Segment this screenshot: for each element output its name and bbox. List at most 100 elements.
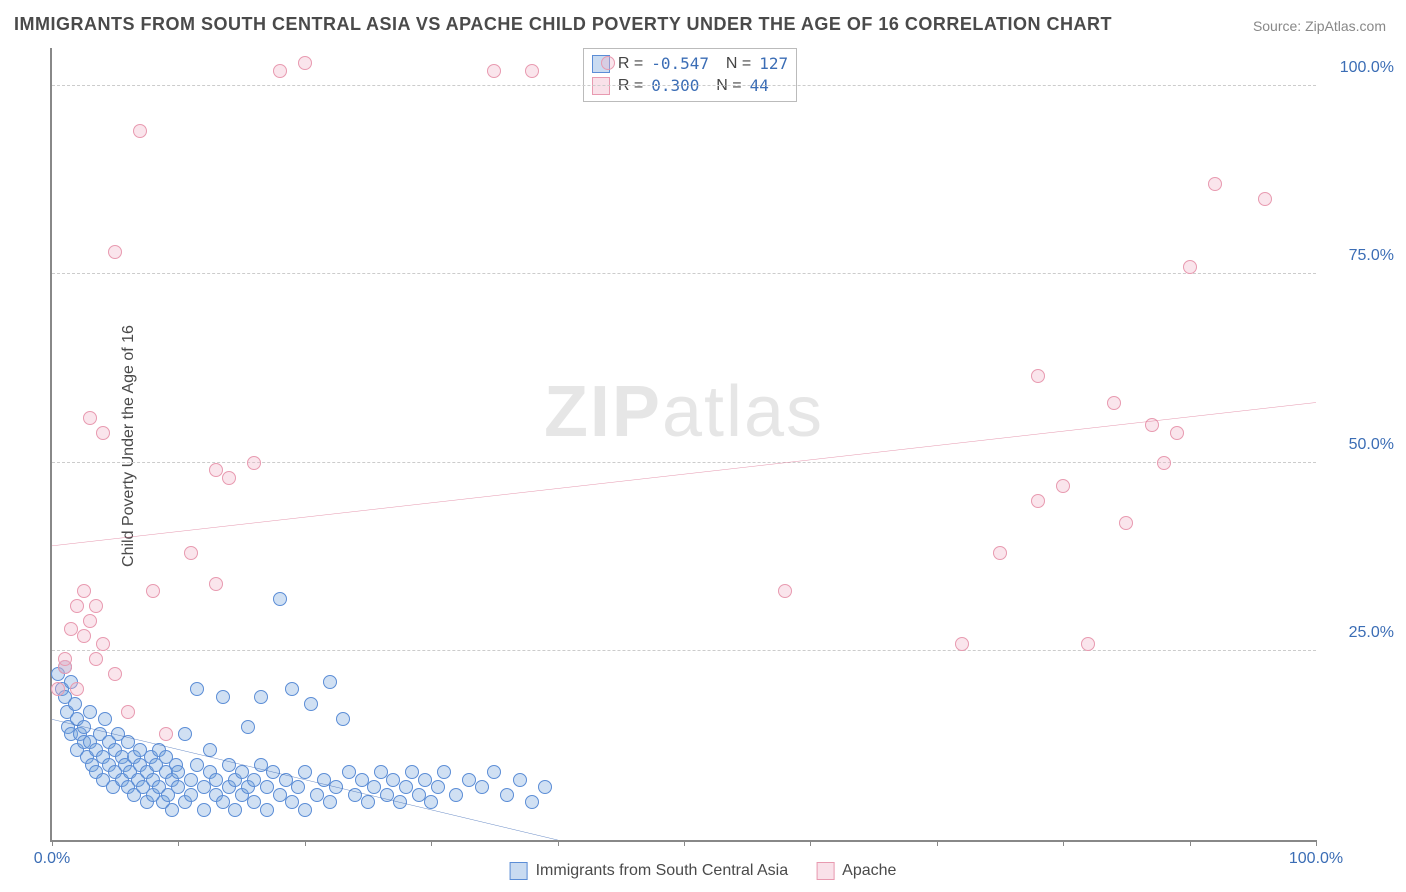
stat-r-val-1: -0.547 — [651, 53, 709, 75]
chart-title: IMMIGRANTS FROM SOUTH CENTRAL ASIA VS AP… — [14, 14, 1112, 35]
point-series-1 — [77, 720, 91, 734]
y-tick-label: 100.0% — [1340, 59, 1394, 77]
point-series-2 — [1183, 260, 1197, 274]
point-series-1 — [165, 803, 179, 817]
point-series-1 — [424, 795, 438, 809]
source-label: Source: ZipAtlas.com — [1253, 18, 1386, 34]
trend-lines-svg — [52, 48, 1316, 840]
plot-area: ZIPatlas R = -0.547 N = 127 R = 0.300 N … — [50, 48, 1316, 842]
point-series-1 — [178, 727, 192, 741]
x-tick — [1316, 840, 1317, 846]
legend-swatch-pink — [592, 77, 610, 95]
bottom-legend-item-2: Apache — [816, 862, 896, 880]
stat-n-label-1: N = — [717, 53, 751, 75]
x-tick-label: 100.0% — [1289, 850, 1343, 868]
stat-n-label-2: N = — [707, 75, 741, 97]
point-series-1 — [431, 780, 445, 794]
point-series-2 — [487, 64, 501, 78]
point-series-2 — [1170, 426, 1184, 440]
watermark-bold: ZIP — [544, 372, 662, 452]
point-series-1 — [190, 682, 204, 696]
point-series-2 — [1031, 369, 1045, 383]
gridline-h — [52, 85, 1316, 86]
legend-stats-box: R = -0.547 N = 127 R = 0.300 N = 44 — [583, 48, 797, 102]
point-series-2 — [96, 637, 110, 651]
x-tick-label: 0.0% — [34, 850, 70, 868]
point-series-2 — [955, 637, 969, 651]
point-series-2 — [1258, 192, 1272, 206]
point-series-1 — [437, 765, 451, 779]
chart-container: IMMIGRANTS FROM SOUTH CENTRAL ASIA VS AP… — [0, 0, 1406, 892]
x-tick — [1063, 840, 1064, 846]
point-series-1 — [393, 795, 407, 809]
x-tick — [937, 840, 938, 846]
point-series-2 — [83, 411, 97, 425]
y-tick-label: 75.0% — [1349, 247, 1394, 265]
point-series-1 — [68, 697, 82, 711]
point-series-2 — [1119, 516, 1133, 530]
point-series-2 — [89, 599, 103, 613]
point-series-1 — [273, 592, 287, 606]
bottom-swatch-pink — [816, 862, 834, 880]
x-tick — [178, 840, 179, 846]
point-series-1 — [203, 743, 217, 757]
point-series-2 — [184, 546, 198, 560]
point-series-1 — [285, 682, 299, 696]
point-series-1 — [361, 795, 375, 809]
point-series-1 — [98, 712, 112, 726]
point-series-2 — [121, 705, 135, 719]
point-series-2 — [247, 456, 261, 470]
bottom-legend-label-1: Immigrants from South Central Asia — [536, 862, 789, 880]
stat-r-label-1: R = — [618, 53, 643, 75]
gridline-h — [52, 462, 1316, 463]
bottom-legend: Immigrants from South Central Asia Apach… — [510, 862, 897, 880]
bottom-legend-label-2: Apache — [842, 862, 896, 880]
point-series-2 — [993, 546, 1007, 560]
point-series-1 — [83, 705, 97, 719]
point-series-1 — [513, 773, 527, 787]
x-tick — [52, 840, 53, 846]
point-series-1 — [449, 788, 463, 802]
point-series-1 — [260, 803, 274, 817]
point-series-1 — [197, 803, 211, 817]
x-tick — [558, 840, 559, 846]
point-series-2 — [1145, 418, 1159, 432]
point-series-2 — [133, 124, 147, 138]
point-series-1 — [216, 690, 230, 704]
gridline-h — [52, 273, 1316, 274]
point-series-2 — [1107, 396, 1121, 410]
stat-r-val-2: 0.300 — [651, 75, 699, 97]
point-series-1 — [323, 675, 337, 689]
legend-stats-row-2: R = 0.300 N = 44 — [592, 75, 788, 97]
point-series-2 — [298, 56, 312, 70]
y-tick-label: 50.0% — [1349, 436, 1394, 454]
point-series-2 — [70, 682, 84, 696]
point-series-2 — [209, 577, 223, 591]
point-series-1 — [475, 780, 489, 794]
x-tick — [1190, 840, 1191, 846]
point-series-1 — [323, 795, 337, 809]
x-tick — [431, 840, 432, 846]
point-series-1 — [184, 788, 198, 802]
watermark-light: atlas — [662, 372, 824, 452]
watermark: ZIPatlas — [544, 371, 824, 453]
bottom-swatch-blue — [510, 862, 528, 880]
point-series-2 — [525, 64, 539, 78]
point-series-2 — [70, 599, 84, 613]
stat-n-val-1: 127 — [759, 53, 788, 75]
point-series-2 — [1208, 177, 1222, 191]
x-tick — [684, 840, 685, 846]
point-series-1 — [254, 690, 268, 704]
point-series-1 — [298, 765, 312, 779]
point-series-2 — [1157, 456, 1171, 470]
point-series-2 — [222, 471, 236, 485]
point-series-1 — [487, 765, 501, 779]
point-series-2 — [96, 426, 110, 440]
point-series-1 — [525, 795, 539, 809]
point-series-1 — [500, 788, 514, 802]
point-series-1 — [298, 803, 312, 817]
point-series-2 — [778, 584, 792, 598]
point-series-2 — [51, 682, 65, 696]
point-series-2 — [1031, 494, 1045, 508]
y-tick-label: 25.0% — [1349, 624, 1394, 642]
